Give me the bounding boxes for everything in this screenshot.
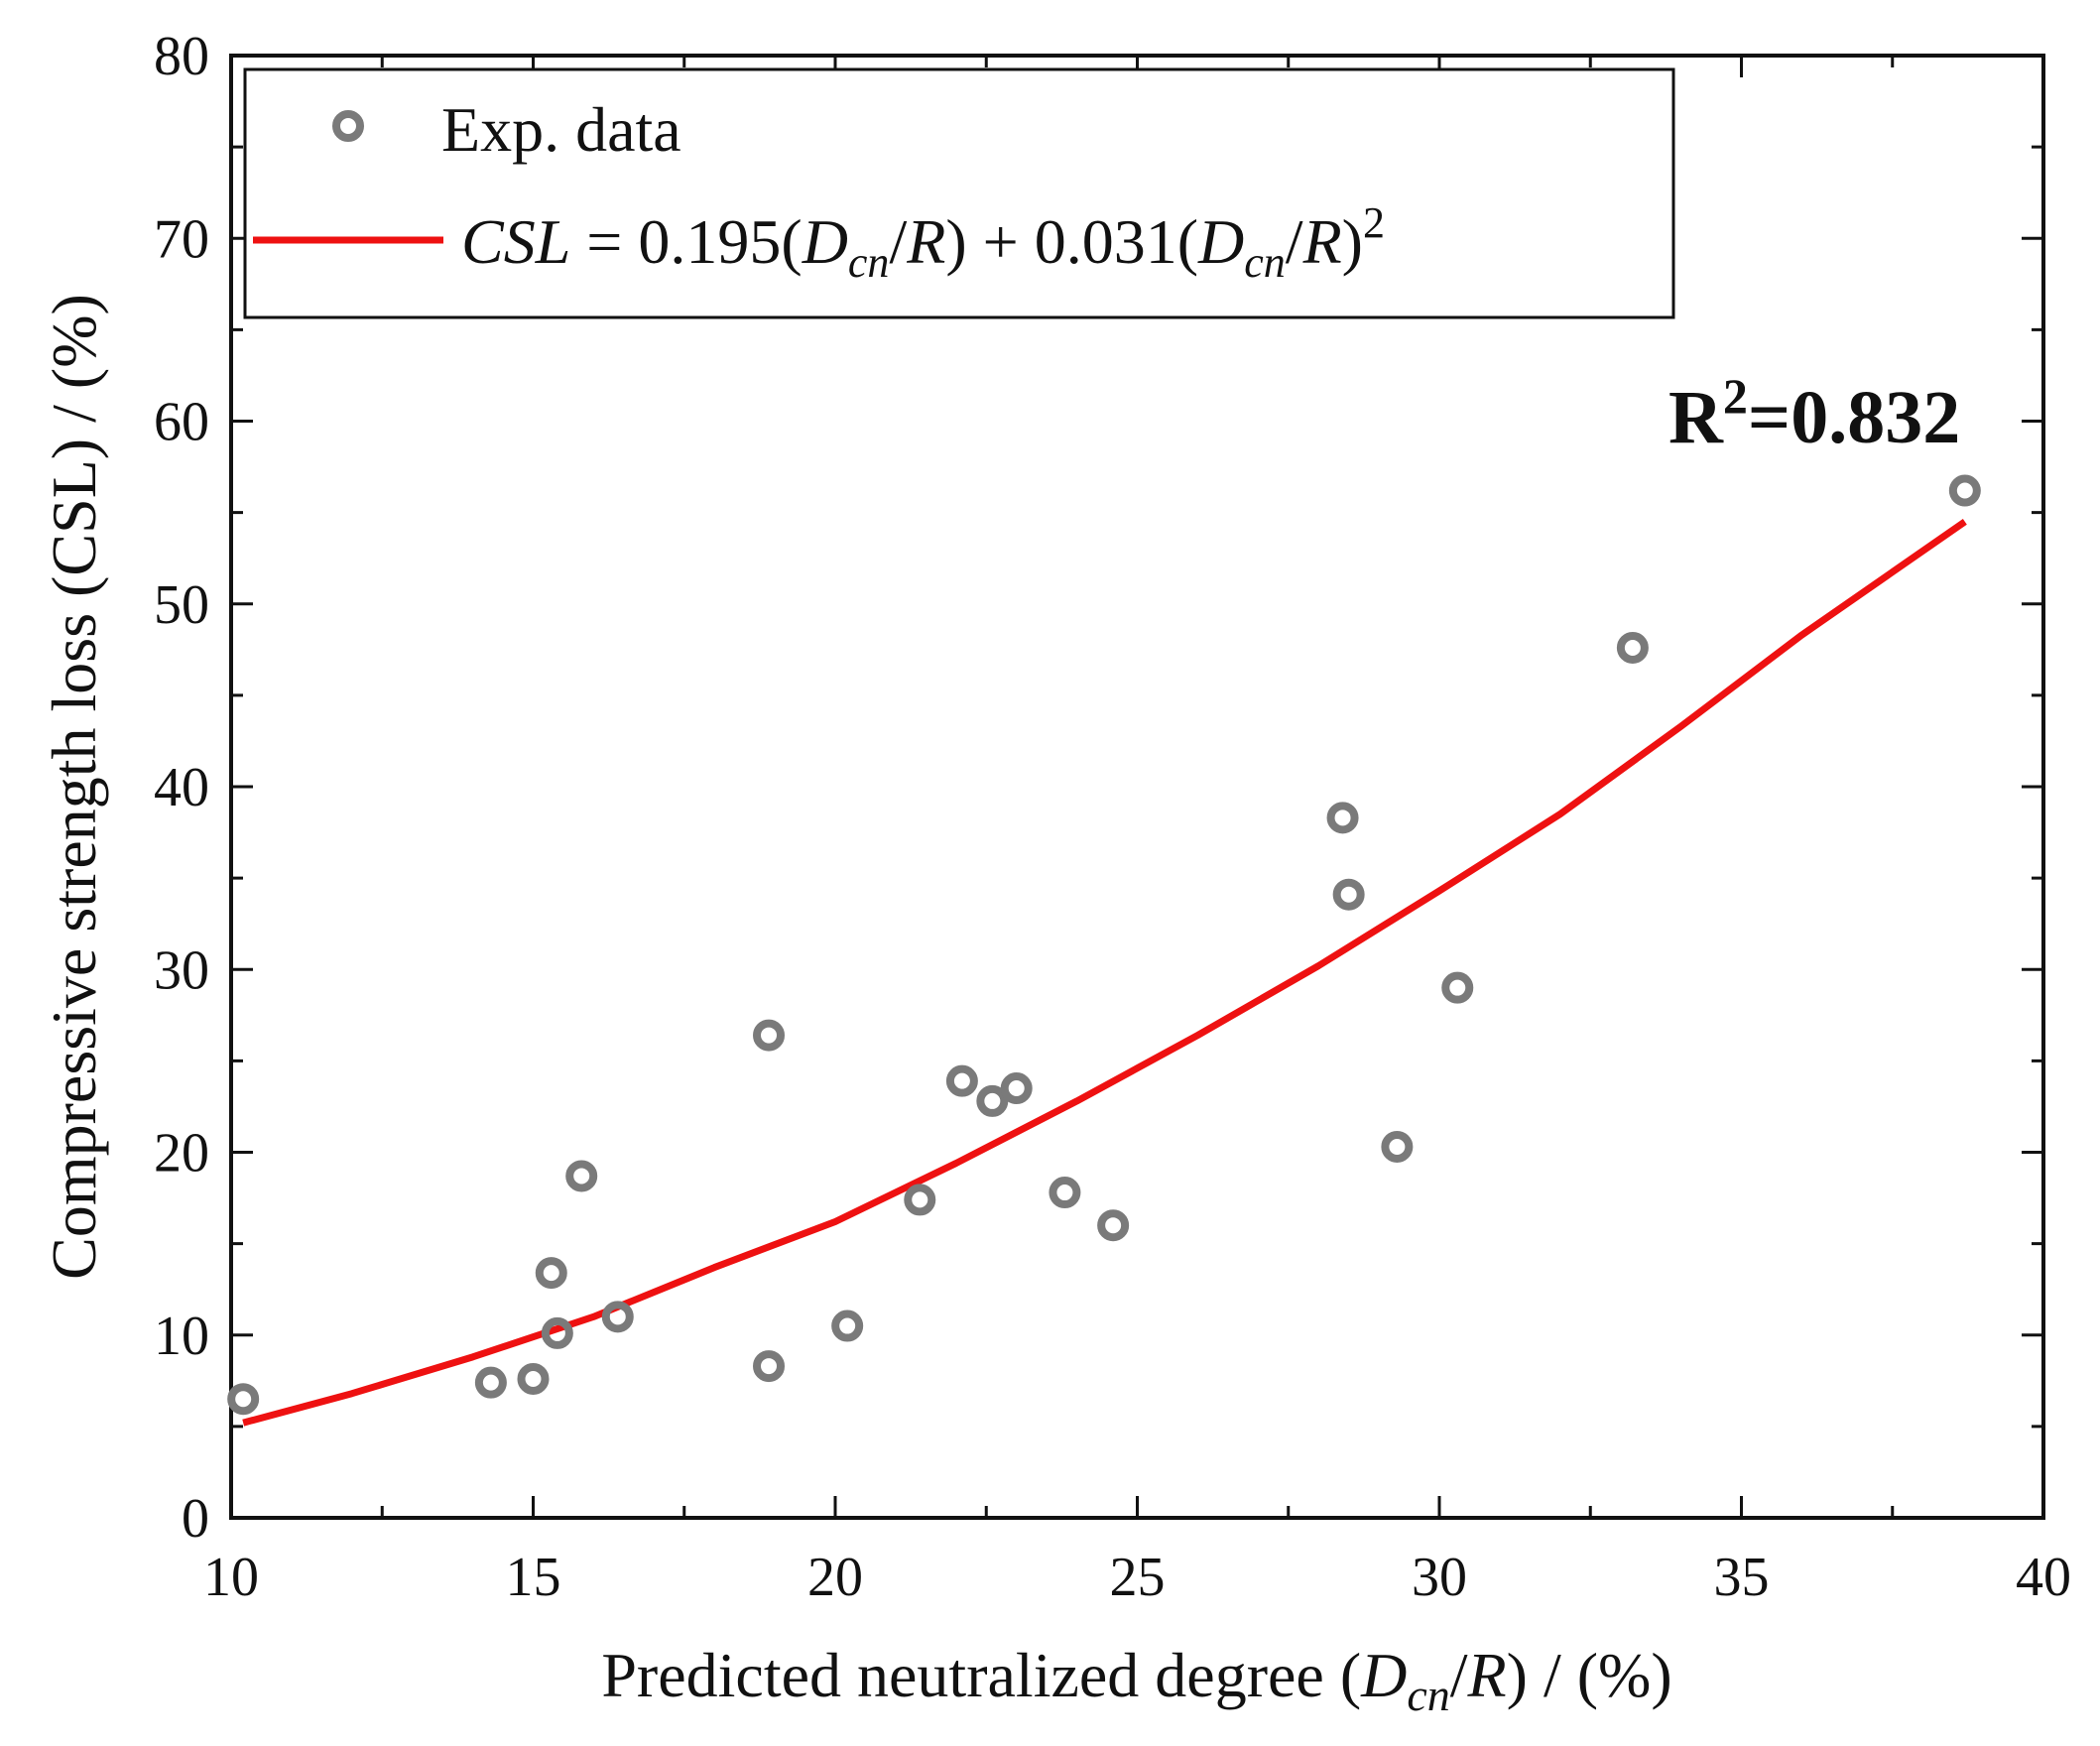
legend-fit-label: CSL = 0.195(Dcn/R) + 0.031(Dcn/R)2 xyxy=(461,198,1385,287)
data-point xyxy=(976,1084,1009,1117)
y-tick-label: 40 xyxy=(154,757,209,818)
legend-scatter-label: Exp. data xyxy=(441,94,681,165)
x-axis-title: Predicted neutralized degree (Dcn/R) / (… xyxy=(601,1640,1671,1720)
y-tick-label: 60 xyxy=(154,392,209,453)
data-point xyxy=(1049,1177,1081,1209)
r-squared-annotation: R2=0.832 xyxy=(1668,368,1960,459)
data-point xyxy=(535,1257,567,1290)
data-point xyxy=(1097,1209,1130,1242)
y-tick-label: 50 xyxy=(154,574,209,636)
data-point xyxy=(904,1184,936,1216)
data-point xyxy=(1381,1130,1414,1163)
data-point xyxy=(601,1301,634,1333)
data-points-layer xyxy=(227,474,1981,1416)
y-tick-label: 0 xyxy=(182,1488,209,1550)
y-tick-label: 20 xyxy=(154,1123,209,1185)
x-tick-label: 15 xyxy=(506,1547,561,1608)
y-tick-label: 10 xyxy=(154,1306,209,1367)
data-point xyxy=(1000,1072,1033,1105)
data-point xyxy=(227,1383,260,1416)
data-point xyxy=(1948,474,1981,507)
data-point xyxy=(831,1310,864,1342)
data-point xyxy=(541,1316,573,1349)
y-tick-label: 70 xyxy=(154,208,209,270)
data-point xyxy=(753,1350,786,1383)
data-point xyxy=(517,1362,550,1395)
data-point xyxy=(1441,971,1474,1004)
y-tick-label: 30 xyxy=(154,939,209,1001)
legend-box xyxy=(243,67,1675,319)
data-point xyxy=(945,1064,978,1097)
fit-curve-layer xyxy=(242,518,1967,1427)
y-axis-title: Compressive strength loss (CSL) / (%) xyxy=(39,294,109,1280)
x-tick-label: 30 xyxy=(1412,1547,1467,1608)
x-tick-label: 10 xyxy=(203,1547,259,1608)
data-point xyxy=(1616,631,1649,664)
data-point xyxy=(1326,802,1359,834)
y-tick-label: 80 xyxy=(154,26,209,87)
x-tick-label: 40 xyxy=(2016,1547,2071,1608)
x-tick-label: 35 xyxy=(1714,1547,1770,1608)
x-tick-label: 20 xyxy=(807,1547,863,1608)
x-tick-label: 25 xyxy=(1110,1547,1166,1608)
data-point xyxy=(474,1366,507,1399)
data-point xyxy=(753,1019,786,1052)
data-point xyxy=(1332,878,1365,911)
legend: Exp. data CSL = 0.195(Dcn/R) + 0.031(Dcn… xyxy=(243,67,1675,319)
legend-scatter-marker xyxy=(332,110,364,142)
fit-curve-line xyxy=(242,518,1967,1427)
data-point xyxy=(565,1160,598,1192)
